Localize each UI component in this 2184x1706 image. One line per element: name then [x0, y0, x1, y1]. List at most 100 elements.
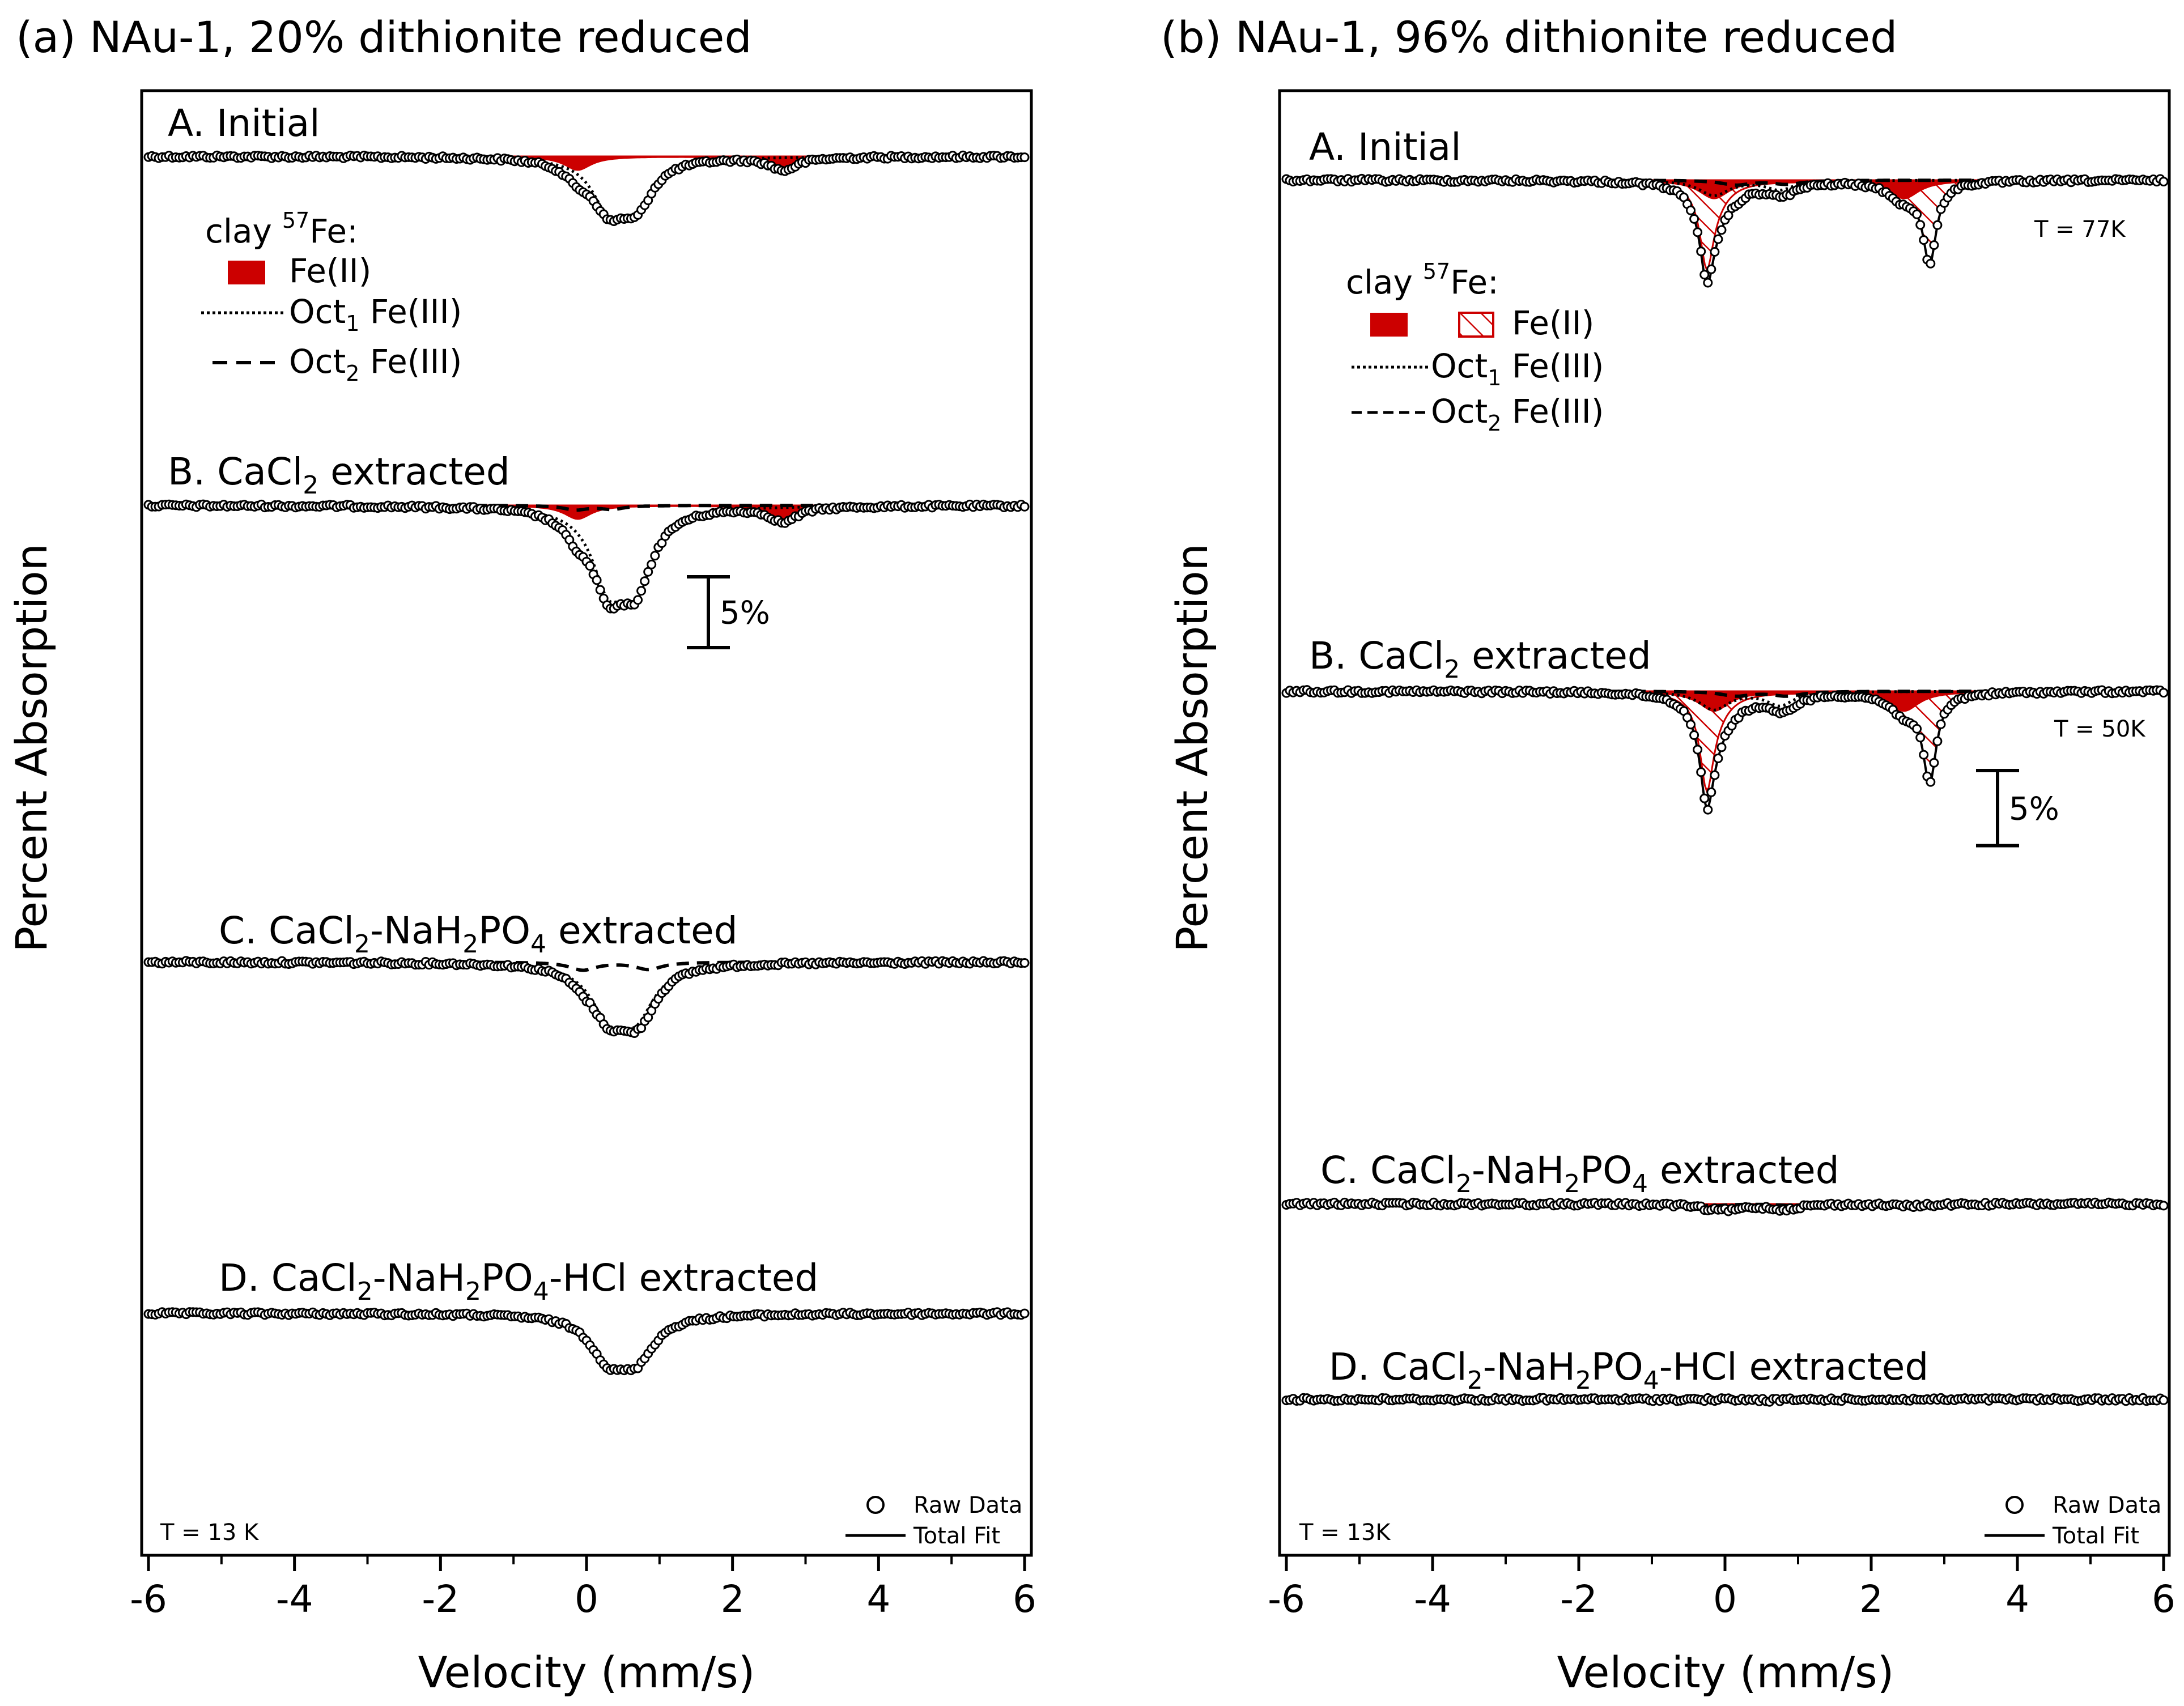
raw-data-point — [1713, 754, 1723, 763]
panel-b-scale-bar-label: 5% — [2009, 790, 2059, 827]
raw-data-point — [1716, 742, 1727, 752]
raw-data-point — [1703, 278, 1713, 288]
panel-a-spectrum-2 — [143, 956, 1030, 1038]
raw-data-point — [2158, 1395, 2169, 1405]
panel-a-title: (a) NAu-1, 20% dithionite reduced — [16, 12, 752, 62]
panel-a-spectrum-1-raw-data — [143, 499, 1030, 614]
legend-a-fe2-swatch — [228, 261, 265, 284]
raw-data-point — [1706, 264, 1716, 274]
raw-data-point — [1932, 736, 1943, 746]
panel-a-spectrum-3-label: D. CaCl2-NaH2PO4-HCl extracted — [219, 1256, 818, 1306]
panel-a-spectrum-3 — [143, 1307, 1030, 1376]
raw-data-point — [1686, 720, 1696, 730]
legend-a-header: clay 57Fe: — [205, 208, 358, 250]
legend-b-oct2-label: Oct2 Fe(III) — [1431, 392, 1604, 436]
legend-a-raw-label: Raw Data — [913, 1492, 1022, 1518]
legend-a-oct2-label: Oct2 Fe(III) — [289, 342, 462, 386]
legend-b-fit-label: Total Fit — [2052, 1523, 2139, 1549]
raw-data-point — [636, 586, 647, 596]
raw-data-point — [1019, 1308, 1030, 1318]
legend-b-oct1-label: Oct1 Fe(III) — [1431, 347, 1604, 390]
panel-a-x-tick-label-3: 0 — [575, 1577, 598, 1621]
legend-a-raw-marker — [866, 1496, 885, 1514]
panel-a-data-legend: Raw Data Total Fit — [845, 1492, 1022, 1549]
legend-b-fe2-hatched-swatch — [1458, 312, 1494, 338]
panel-a-spectrum-0-raw-data — [143, 150, 1030, 226]
panel-b-spectrum-2-raw-data — [1281, 1197, 2169, 1216]
raw-data-point — [1689, 730, 1699, 740]
panel-a-component-legend: clay 57Fe: Fe(II) Oct1 Fe(III) Oct2 Fe(II… — [201, 208, 462, 386]
raw-data-point — [2158, 1201, 2169, 1211]
panel-a-x-tick-label-2: -2 — [422, 1577, 459, 1621]
legend-b-raw-marker — [2005, 1496, 2024, 1514]
panel-a-temperature: T = 13 K — [160, 1520, 260, 1546]
raw-data-point — [1929, 240, 1939, 250]
raw-data-point — [640, 576, 650, 586]
raw-data-point — [1693, 227, 1703, 237]
raw-data-point — [1912, 724, 1922, 734]
panel-b-spectrum-0 — [1281, 173, 2169, 288]
panel-a-x-tick-label-6: 6 — [1013, 1577, 1036, 1621]
panel-a-spectrum-1-label: B. CaCl2 extracted — [168, 450, 510, 500]
panel-b-xlabel: Velocity (mm/s) — [1557, 1647, 1894, 1698]
raw-data-point — [1915, 220, 1926, 230]
panel-b-ylabel: Percent Absorption — [1167, 543, 1217, 952]
raw-data-point — [1019, 152, 1030, 163]
raw-data-point — [1699, 270, 1710, 280]
raw-data-point — [2158, 688, 2169, 698]
raw-data-point — [1710, 770, 1720, 780]
panel-a-xlabel: Velocity (mm/s) — [418, 1647, 755, 1698]
panel-a-x-tick-label-0: -6 — [130, 1577, 167, 1621]
panel-a-x-tick-label-1: -4 — [276, 1577, 313, 1621]
panel-a-plot: -6 -4 -2 0 2 4 6 5% A. Initial B. CaCl2 extracted… — [130, 101, 1036, 1621]
panel-a-spectrum-1 — [143, 499, 1030, 614]
panel-b-x-tick-label-5: 4 — [2005, 1577, 2029, 1621]
panel-a-spectrum-0-label: A. Initial — [168, 101, 320, 145]
raw-data-point — [1699, 793, 1710, 803]
panel-b-spectrum-3 — [1281, 1393, 2169, 1407]
panel-b-x-tick-label-1: -4 — [1414, 1577, 1451, 1621]
panel-b-spectrum-1-label: B. CaCl2 extracted — [1309, 634, 1651, 684]
raw-data-point — [585, 561, 595, 571]
raw-data-point — [1912, 209, 1922, 219]
legend-a-oct1-label: Oct1 Fe(III) — [289, 292, 462, 336]
panel-b-x-tick-label-0: -6 — [1268, 1577, 1305, 1621]
legend-b-fe2-label: Fe(II) — [1512, 304, 1594, 342]
legend-b-header: clay 57Fe: — [1346, 259, 1499, 301]
legend-a-fe2-label: Fe(II) — [289, 252, 371, 290]
panel-b-title: (b) NAu-1, 96% dithionite reduced — [1161, 12, 1897, 62]
panel-b-x-tick-label-4: 2 — [1859, 1577, 1883, 1621]
raw-data-point — [633, 595, 643, 605]
panel-b-spectrum-1-oct1-fit — [1286, 690, 2164, 712]
raw-data-point — [647, 559, 657, 569]
panel-b-plot: -6 -4 -2 0 2 4 6 5% A. Initial B. CaCl2 extracted… — [1268, 125, 2175, 1621]
raw-data-point — [1919, 235, 1929, 245]
panel-b-temperature: T = 13K — [1299, 1520, 1391, 1546]
raw-data-point — [1686, 205, 1696, 215]
panel-b-spectrum-1-raw-data — [1281, 685, 2169, 815]
raw-data-point — [592, 575, 602, 585]
legend-b-raw-label: Raw Data — [2053, 1492, 2161, 1518]
panel-b-component-legend: clay 57Fe: Fe(II) Oct1 Fe(III) Oct2 Fe(II… — [1346, 259, 1604, 436]
raw-data-point — [1716, 225, 1727, 235]
panel-b-spectrum-3-label: D. CaCl2-NaH2PO4-HCl extracted — [1329, 1345, 1928, 1395]
raw-data-point — [1936, 719, 1946, 729]
raw-data-point — [1710, 247, 1720, 257]
raw-data-point — [1915, 733, 1926, 743]
panel-a-scale-bar-label: 5% — [720, 595, 770, 632]
panel-b-spectrum-1 — [1281, 685, 2169, 815]
raw-data-point — [1019, 958, 1030, 968]
panel-a-x-tick-label-5: 4 — [866, 1577, 890, 1621]
raw-data-point — [1693, 744, 1703, 755]
raw-data-point — [595, 585, 605, 595]
panel-b-spectrum-a-temperature: T = 77K — [2034, 216, 2126, 243]
raw-data-point — [1696, 767, 1706, 777]
panel-a-spectrum-0 — [143, 150, 1030, 226]
raw-data-point — [1689, 214, 1699, 224]
panel-a-ylabel: Percent Absorption — [6, 543, 57, 952]
raw-data-point — [1929, 758, 1939, 768]
panel-b-spectrum-b-temperature: T = 50K — [2054, 716, 2146, 742]
panel-b-spectrum-3-raw-data — [1281, 1393, 2169, 1407]
raw-data-point — [1703, 805, 1713, 815]
